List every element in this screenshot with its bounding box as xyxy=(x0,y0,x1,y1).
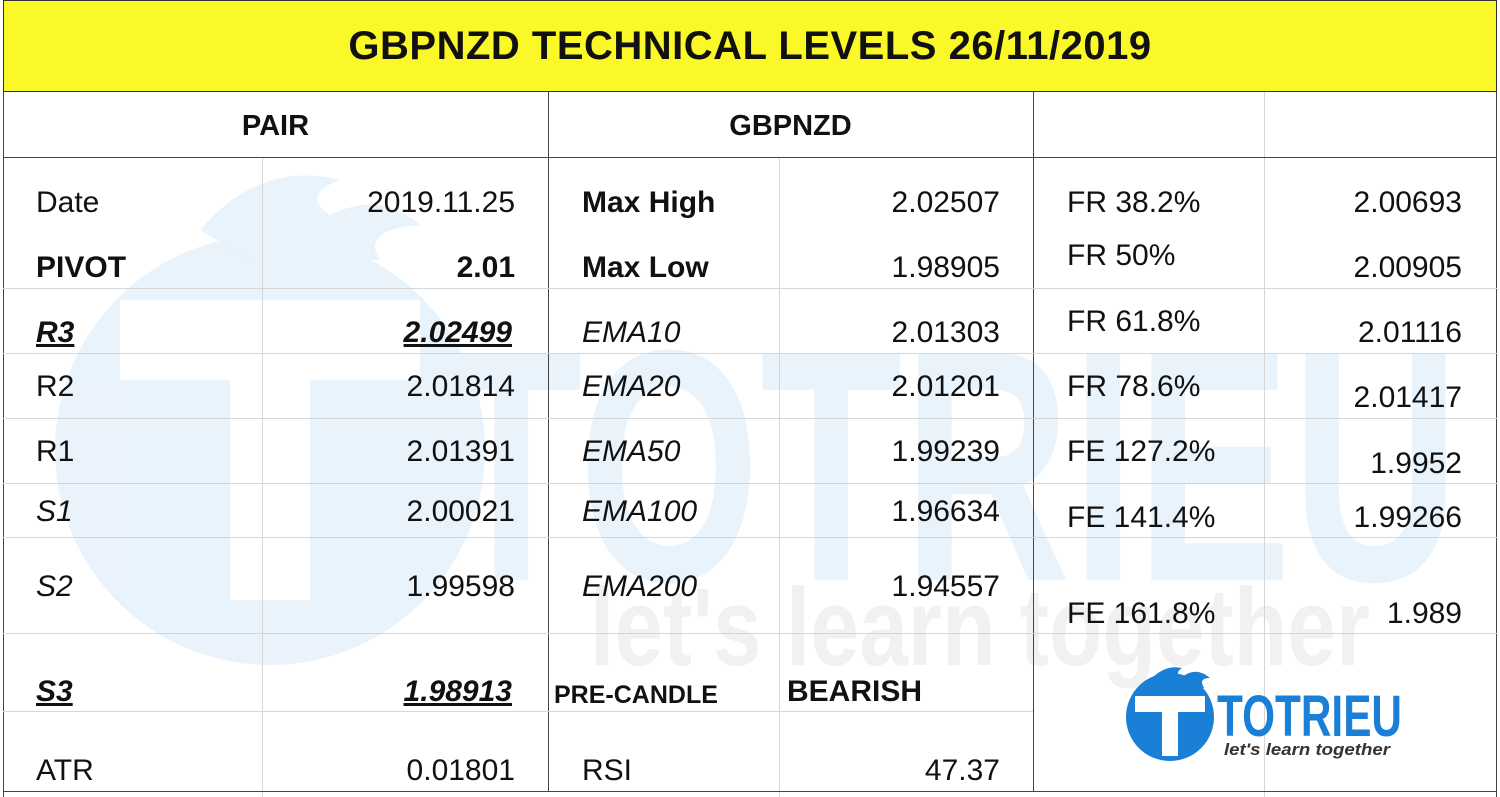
max-low-label: Max Low xyxy=(582,251,709,284)
r2-label: R2 xyxy=(36,370,75,403)
ema10-label: EMA10 xyxy=(582,316,681,349)
fe-161-label: FE 161.8% xyxy=(1067,597,1216,630)
totrieu-logo: TOTRIEU let's learn together xyxy=(1126,667,1402,761)
date-value: 2019.11.25 xyxy=(367,186,515,219)
ema200-value: 1.94557 xyxy=(891,570,1000,603)
fr-50-value: 2.00905 xyxy=(1353,251,1462,284)
ema200-label: EMA200 xyxy=(582,570,698,603)
fr-38-value: 2.00693 xyxy=(1353,186,1462,219)
atr-label: ATR xyxy=(36,754,94,787)
fe-141-label: FE 141.4% xyxy=(1067,501,1216,534)
fr-61-value: 2.01116 xyxy=(1358,316,1462,349)
pair-header-label: PAIR xyxy=(241,110,310,142)
max-low-value: 1.98905 xyxy=(891,251,1000,284)
max-high-label: Max High xyxy=(582,186,716,219)
ema20-value: 2.01201 xyxy=(891,370,1000,403)
r3-value: 2.02499 xyxy=(403,316,512,349)
totrieu-logo-icon xyxy=(1126,667,1214,761)
r1-label: R1 xyxy=(36,435,75,468)
s3-label: S3 xyxy=(36,675,73,708)
pre-candle-label: PRE-CANDLE xyxy=(554,681,718,709)
ema50-value: 1.99239 xyxy=(891,435,1000,468)
pivot-value: 2.01 xyxy=(456,251,515,284)
r1-value: 2.01391 xyxy=(406,435,515,468)
r2-value: 2.01814 xyxy=(406,370,515,403)
logo-tagline: let's learn together xyxy=(1224,740,1392,759)
s3-value: 1.98913 xyxy=(403,675,512,708)
ema20-label: EMA20 xyxy=(582,370,681,403)
max-high-value: 2.02507 xyxy=(891,186,1000,219)
atr-value: 0.01801 xyxy=(406,754,515,787)
s2-label: S2 xyxy=(36,570,73,603)
pre-candle-value: BEARISH xyxy=(787,675,923,708)
fr-50-label: FR 50% xyxy=(1067,239,1176,272)
fr-61-label: FR 61.8% xyxy=(1067,305,1201,338)
fe-141-value: 1.99266 xyxy=(1353,501,1462,534)
ema100-label: EMA100 xyxy=(582,495,698,528)
fr-78-label: FR 78.6% xyxy=(1067,370,1201,403)
ema100-value: 1.96634 xyxy=(891,495,1000,528)
fe-127-label: FE 127.2% xyxy=(1067,435,1216,468)
s1-label: S1 xyxy=(36,495,73,528)
title-bar: GBPNZD TECHNICAL LEVELS 26/11/2019 xyxy=(3,0,1497,92)
fr-78-value: 2.01417 xyxy=(1353,381,1462,414)
fe-161-value: 1.989 xyxy=(1386,597,1462,630)
s1-value: 2.00021 xyxy=(406,495,515,528)
fr-38-label: FR 38.2% xyxy=(1067,186,1201,219)
s2-value: 1.99598 xyxy=(406,570,515,603)
fe-127-value: 1.9952 xyxy=(1370,447,1462,480)
ema10-value: 2.01303 xyxy=(891,316,1000,349)
logo-brand: TOTRIEU xyxy=(1217,684,1402,749)
ema50-label: EMA50 xyxy=(582,435,681,468)
rsi-value: 47.37 xyxy=(924,754,1000,787)
pair-header-value: GBPNZD xyxy=(729,110,852,142)
rsi-label: RSI xyxy=(582,754,633,787)
r3-label: R3 xyxy=(36,316,75,349)
pivot-label: PIVOT xyxy=(36,251,127,284)
date-label: Date xyxy=(36,186,100,219)
page-title: GBPNZD TECHNICAL LEVELS 26/11/2019 xyxy=(348,23,1152,68)
